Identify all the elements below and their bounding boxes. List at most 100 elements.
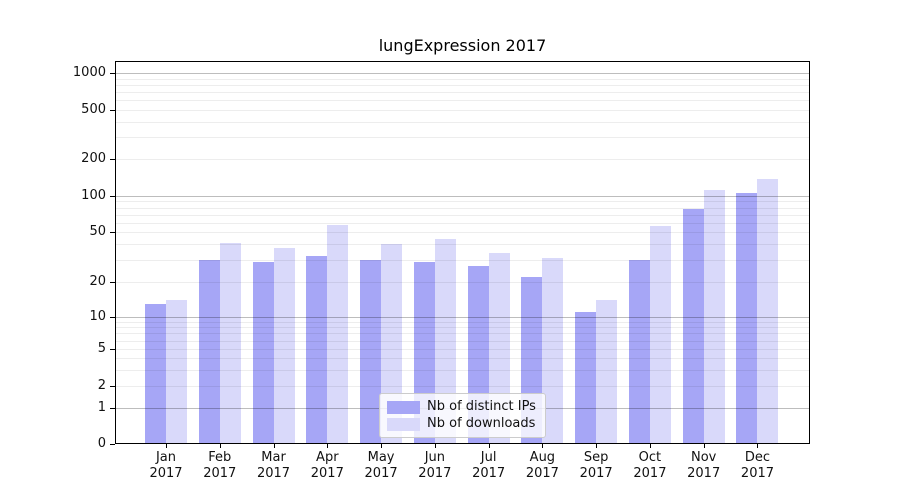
x-tick-mark <box>166 444 167 448</box>
gridline-minor <box>116 207 809 209</box>
x-tick-mark <box>273 444 275 448</box>
y-tick-mark <box>110 232 115 233</box>
x-tick-label-jun: Jun 2017 <box>418 450 452 481</box>
y-tick-mark <box>110 159 115 160</box>
x-tick-label-aug: Aug 2017 <box>525 450 559 481</box>
bar-distinct-ips-oct <box>628 259 650 443</box>
chart-title: lungExpression 2017 <box>378 36 547 55</box>
gridline-minor <box>116 244 809 246</box>
gridline-minor <box>116 333 809 335</box>
gridline-minor <box>116 232 809 233</box>
legend-row-distinct-ips: Nb of distinct IPs <box>387 399 538 415</box>
gridline-minor <box>116 358 809 359</box>
gridline-minor <box>116 84 809 86</box>
x-tick-label-may: May 2017 <box>364 450 398 481</box>
x-tick-mark <box>434 444 436 448</box>
bar-downloads-apr <box>327 225 349 443</box>
gridline-major <box>116 73 809 74</box>
y-tick-label: 10 <box>89 309 106 324</box>
legend-swatch-distinct-ips-icon <box>387 400 420 414</box>
y-tick-label: 20 <box>89 274 106 289</box>
y-tick-mark <box>110 317 115 318</box>
legend-layer: Nb of distinct IPs Nb of downloads <box>116 62 809 443</box>
gridline-minor <box>116 259 809 261</box>
gridline-minor <box>116 137 809 139</box>
gridline-minor <box>116 214 809 216</box>
y-tick-label: 2 <box>97 378 106 393</box>
bar-distinct-ips-may <box>360 259 382 443</box>
bar-downloads-jun <box>434 238 456 443</box>
gridline-minor <box>116 222 809 224</box>
bar-distinct-ips-apr <box>306 256 328 443</box>
y-tick-label: 1000 <box>72 65 106 80</box>
gridline-minor <box>116 92 809 94</box>
x-tick-label-sep: Sep 2017 <box>579 450 613 481</box>
x-tick-label-apr: Apr 2017 <box>310 450 344 481</box>
legend-label-downloads: Nb of downloads <box>427 416 536 431</box>
bar-distinct-ips-sep <box>575 312 597 443</box>
gridline-minor <box>116 201 809 203</box>
y-tick-mark <box>110 386 115 387</box>
bar-downloads-nov <box>703 189 725 443</box>
x-tick-mark <box>703 444 705 448</box>
x-tick-mark <box>381 444 383 448</box>
bar-distinct-ips-nov <box>682 208 704 443</box>
y-tick-label: 50 <box>89 224 106 239</box>
y-tick-mark <box>110 349 115 350</box>
gridline-minor <box>116 349 809 350</box>
y-tick-mark <box>110 196 115 197</box>
gridline-minor <box>116 321 809 323</box>
y-tick-label: 100 <box>81 188 106 203</box>
x-tick-label-mar: Mar 2017 <box>256 450 291 481</box>
gridline-minor <box>116 159 809 160</box>
bar-downloads-feb <box>219 242 241 443</box>
gridline-minor <box>116 340 809 342</box>
legend: Nb of distinct IPs Nb of downloads <box>379 393 546 438</box>
bar-distinct-ips-jan <box>145 303 166 443</box>
x-tick-mark <box>542 444 544 448</box>
x-tick-mark <box>596 444 598 448</box>
bar-downloads-mar <box>273 248 295 443</box>
x-tick-mark <box>488 444 490 448</box>
y-tick-label: 5 <box>97 341 106 356</box>
x-tick-label-feb: Feb 2017 <box>203 450 237 481</box>
bar-distinct-ips-dec <box>736 192 758 443</box>
y-tick-label: 0 <box>97 436 106 451</box>
x-tick-label-jan: Jan 2017 <box>149 450 183 481</box>
x-tick-label-jul: Jul 2017 <box>472 450 506 481</box>
y-tick-mark <box>110 110 115 111</box>
y-tick-label: 200 <box>81 151 106 166</box>
y-tick-mark <box>110 408 115 409</box>
y-tick-label: 500 <box>81 102 106 117</box>
legend-swatch-downloads-icon <box>387 417 420 431</box>
gridline-major <box>116 317 809 318</box>
x-tick-mark <box>757 444 759 448</box>
gridline-minor <box>116 121 809 123</box>
gridline-minor <box>116 369 809 371</box>
x-tick-label-oct: Oct 2017 <box>633 450 667 481</box>
y-tick-mark <box>110 444 115 445</box>
bar-downloads-dec <box>757 179 779 443</box>
bar-downloads-oct <box>649 226 671 443</box>
x-tick-label-nov: Nov 2017 <box>687 450 721 481</box>
legend-label-distinct-ips: Nb of distinct IPs <box>427 399 536 414</box>
gridline-minor <box>116 282 809 283</box>
grid-layer <box>116 62 809 443</box>
x-tick-mark <box>327 444 329 448</box>
bar-downloads-jan <box>166 300 187 443</box>
legend-row-downloads: Nb of downloads <box>387 416 538 432</box>
gridline-major <box>116 196 809 197</box>
gridline-minor <box>116 78 809 80</box>
x-tick-mark <box>649 444 651 448</box>
x-tick-mark <box>219 444 221 448</box>
x-tick-label-dec: Dec 2017 <box>740 450 775 481</box>
plot-area: Nb of distinct IPs Nb of downloads <box>115 61 810 444</box>
gridline-minor <box>116 110 809 111</box>
y-tick-mark <box>110 73 115 74</box>
gridline-minor <box>116 386 809 387</box>
bar-distinct-ips-mar <box>252 261 274 443</box>
y-tick-mark <box>110 282 115 283</box>
gridline-minor <box>116 327 809 329</box>
gridline-minor <box>116 100 809 102</box>
